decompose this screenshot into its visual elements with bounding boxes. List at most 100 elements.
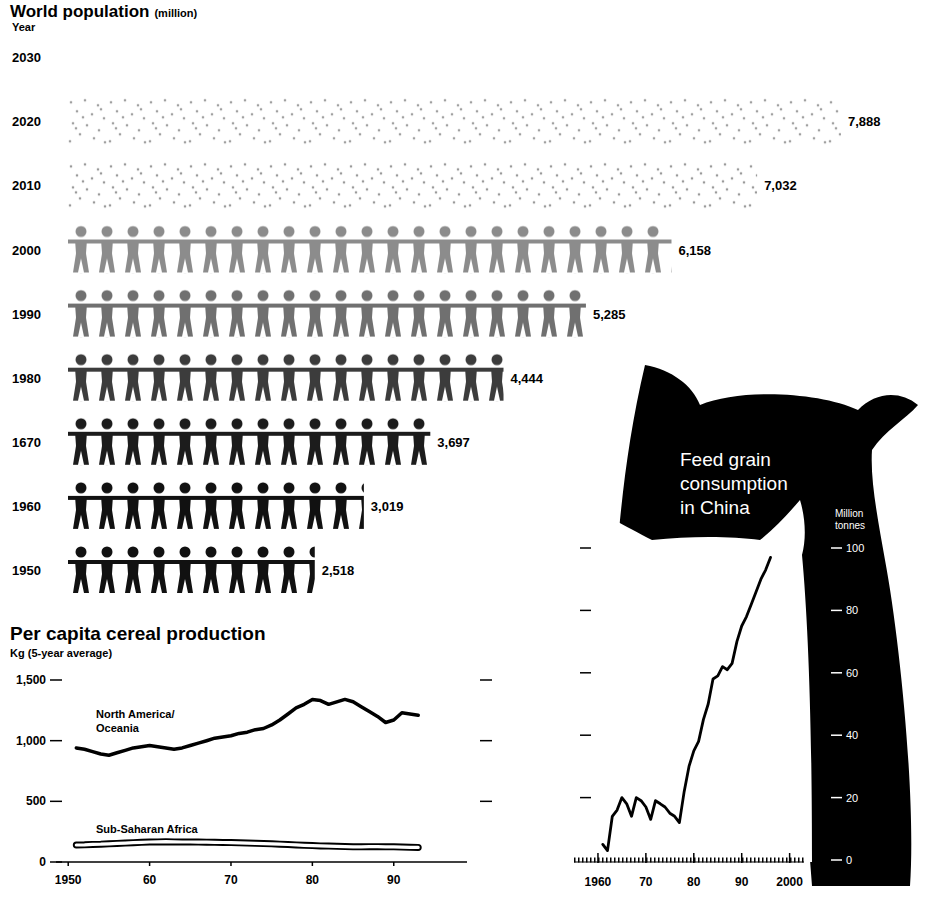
tick-label: 0: [846, 854, 852, 866]
tick-label: 2020: [12, 114, 41, 129]
bar: [68, 290, 586, 338]
tick-label: 1950: [12, 563, 41, 578]
axis-title: Year: [12, 21, 36, 33]
title: Per capita cereal production: [10, 623, 266, 644]
tick-label: 60: [143, 873, 157, 887]
tick-label: 2030: [12, 50, 41, 65]
y-tick-left: [580, 672, 591, 674]
x-axis: [574, 858, 804, 863]
lines: [603, 557, 771, 850]
x-tick: [230, 862, 232, 866]
y-tick: [831, 610, 842, 612]
x-axis-base: [574, 862, 804, 863]
y-tick-right: [480, 801, 492, 803]
tick-label: 70: [639, 875, 653, 889]
x-tick: [741, 853, 743, 863]
tick-label: 1950: [55, 873, 82, 887]
tick-label: 40: [846, 729, 858, 741]
tick-label: 90: [735, 875, 749, 889]
x-tick: [645, 853, 647, 863]
y-tick-left: [580, 610, 591, 612]
data-label: 4,444: [511, 371, 544, 386]
data-label: 5,285: [593, 307, 626, 322]
tick-label: 80: [687, 875, 701, 889]
data-label: 7,032: [764, 178, 797, 193]
tick-label: 1980: [12, 371, 41, 386]
bar: [68, 97, 841, 145]
bar: [68, 418, 430, 466]
bar: [68, 161, 757, 209]
tick-label: 500: [26, 794, 46, 808]
series-label: North America/Oceania: [96, 708, 174, 734]
text-line: in China: [680, 497, 750, 518]
y-tick-left: [580, 547, 591, 549]
data-label: 2,518: [322, 563, 355, 578]
y-tick: [831, 734, 842, 736]
tick-label: 70: [224, 873, 238, 887]
tick-label: 1,000: [16, 734, 46, 748]
y-tick-left: [580, 734, 591, 736]
tick-label: 80: [306, 873, 320, 887]
tick-label: 1960: [585, 875, 612, 889]
y-tick-left: [580, 797, 591, 799]
x-tick: [312, 862, 314, 866]
x-tick: [393, 862, 395, 866]
data-label: 3,697: [437, 435, 470, 450]
y-tick: [831, 859, 842, 861]
bar: [68, 226, 671, 274]
bar: [68, 354, 504, 402]
tick-label: 1,500: [16, 673, 46, 687]
subtitle: (million): [154, 7, 197, 19]
title: World population: [10, 2, 149, 21]
subtitle: Kg (5-year average): [10, 647, 112, 659]
tick-label: 2000: [776, 875, 803, 889]
x-tick: [789, 853, 791, 863]
text-line: Feed grain: [680, 449, 771, 470]
x-tick: [693, 853, 695, 863]
y-tick: [50, 679, 62, 681]
bar: [68, 482, 364, 530]
tick-label: 1960: [12, 499, 41, 514]
text-line: consumption: [680, 473, 788, 494]
tick-label: 100: [846, 542, 864, 554]
y-tick: [831, 672, 842, 674]
tick-label: 1990: [12, 307, 41, 322]
series-line: [76, 842, 418, 848]
x-tick: [597, 853, 599, 863]
tick-label: 2010: [12, 178, 41, 193]
tick-label: 20: [846, 792, 858, 804]
data-label: 7,888: [848, 114, 881, 129]
text-line: tonnes: [835, 520, 865, 531]
y-tick: [50, 740, 62, 742]
axis-title: Milliontonnes: [835, 508, 865, 531]
y-tick-right: [480, 740, 492, 742]
lines: [76, 699, 418, 847]
text-line: Oceania: [96, 722, 140, 734]
y-tick: [831, 547, 842, 549]
page: {"chart_data": [ {"type": "bar", "orient…: [0, 0, 935, 898]
data-label: 3,019: [371, 499, 404, 514]
series-label: Sub-Saharan Africa: [96, 823, 199, 835]
tick-label: 90: [387, 873, 401, 887]
tick-label: 0: [39, 855, 46, 869]
y-tick: [50, 861, 62, 863]
y-tick-right: [480, 679, 492, 681]
bar: [68, 546, 315, 594]
series-line: [603, 557, 771, 850]
series-line: [76, 699, 418, 755]
chart: World population (million) Year 1950 2,518 19…: [0, 0, 935, 898]
x-axis: [56, 861, 467, 863]
series-line-inner: [76, 842, 418, 848]
y-tick: [50, 801, 62, 803]
data-label: 6,158: [678, 243, 711, 258]
tick-label: 60: [846, 667, 858, 679]
tick-label: 80: [846, 604, 858, 616]
text-line: Sub-Saharan Africa: [96, 823, 199, 835]
text-line: North America/: [96, 708, 174, 720]
pig-head: [578, 500, 812, 862]
tick-label: 1670: [12, 435, 41, 450]
y-tick: [831, 797, 842, 799]
x-tick: [67, 862, 69, 866]
title: Feed grain consumption in China: [680, 449, 788, 518]
tick-label: 2000: [12, 243, 41, 258]
